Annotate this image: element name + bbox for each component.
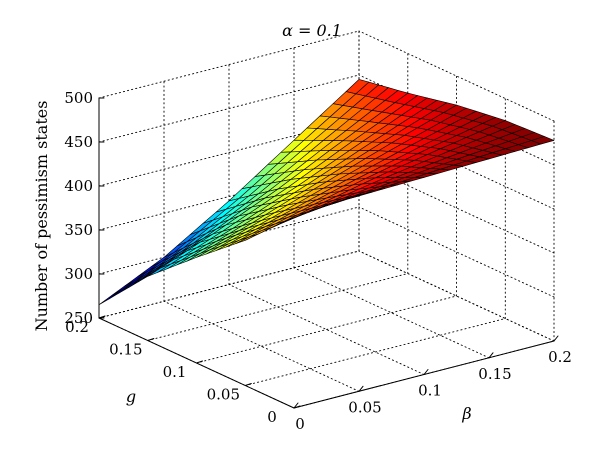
y-tick-label: 0.2 <box>65 318 89 336</box>
y-tick-mark <box>293 405 301 409</box>
y-tick-label: 0 <box>267 408 277 426</box>
z-tick-label: 400 <box>64 177 93 195</box>
floor-gridline <box>244 318 506 386</box>
z-tick-label: 250 <box>64 309 93 327</box>
z-tick-label: 450 <box>64 133 93 151</box>
x-tick-mark <box>488 352 494 359</box>
z-axis-title: Number of pessimism states <box>32 101 51 332</box>
z-tick-label: 500 <box>64 89 93 107</box>
x-tick-mark <box>423 369 429 375</box>
y-tick-mark <box>244 383 252 386</box>
tick-labels: 00.050.10.150.200.050.10.150.22503003504… <box>64 89 572 433</box>
chart-title: α = 0.1 <box>282 21 342 40</box>
x-tick-mark <box>553 335 559 342</box>
back-wall-gridline <box>98 30 360 99</box>
x-tick-label: 0.2 <box>548 348 572 366</box>
axes-box <box>98 97 559 409</box>
surface-facet <box>98 289 123 306</box>
x-tick-label: 0.15 <box>478 365 511 383</box>
y-tick-mark <box>196 360 203 364</box>
x-tick-label: 0 <box>295 415 305 433</box>
x-tick-mark <box>293 402 299 409</box>
surface <box>98 79 555 306</box>
y-tick-label: 0.1 <box>163 363 187 381</box>
x-axis-title: β <box>461 404 471 423</box>
y-tick-mark <box>147 338 155 341</box>
floor-gridline <box>147 273 409 341</box>
z-tick-label: 300 <box>64 265 93 283</box>
y-tick-label: 0.15 <box>109 341 142 359</box>
x-tick-label: 0.05 <box>348 398 381 416</box>
z-tick-label: 350 <box>64 221 93 239</box>
floor-gridline <box>196 295 457 364</box>
grid-layer <box>98 30 555 409</box>
y-axis-title: g <box>126 387 136 406</box>
back-wall-gridline <box>98 250 360 319</box>
back-wall-gridline <box>98 74 360 143</box>
y-tick-label: 0.05 <box>207 386 240 404</box>
x-tick-mark <box>358 385 364 392</box>
x-tick-label: 0.1 <box>418 382 442 400</box>
